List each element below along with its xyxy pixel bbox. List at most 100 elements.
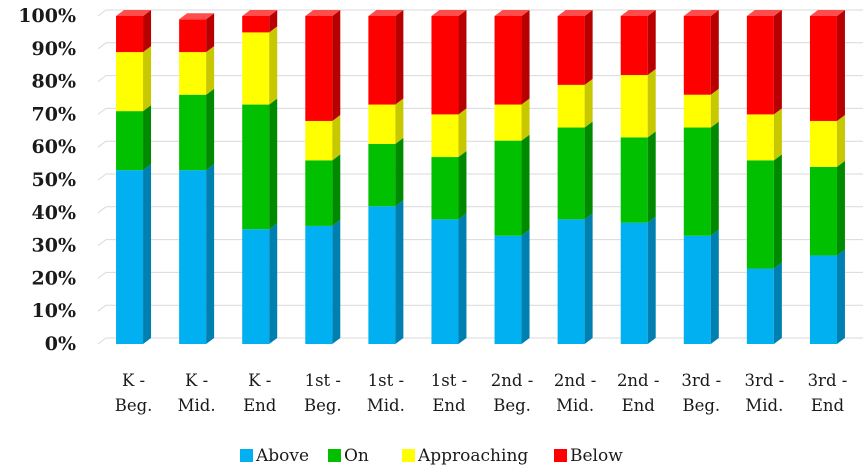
bar-side bbox=[647, 131, 656, 223]
x-tick-label-line: Mid. bbox=[178, 396, 216, 415]
bar-segment-on bbox=[242, 98, 278, 230]
bar-segment-below bbox=[431, 10, 467, 115]
bar-side bbox=[332, 114, 341, 161]
bar-segment-above bbox=[494, 229, 530, 344]
bar-segment-below bbox=[809, 10, 845, 121]
gridline-depth bbox=[97, 173, 107, 181]
gridline-depth bbox=[97, 9, 107, 17]
legend-swatch-approaching bbox=[402, 449, 415, 462]
bar-side bbox=[710, 10, 719, 95]
bar-front bbox=[494, 140, 522, 236]
bar-segment-on bbox=[809, 160, 845, 256]
bar-segment-above bbox=[809, 249, 845, 344]
bar-front bbox=[179, 170, 207, 344]
bar-stack bbox=[746, 10, 782, 344]
bar-front bbox=[746, 160, 774, 269]
y-tick-label: 70% bbox=[32, 103, 77, 125]
x-tick-label-line: K - bbox=[248, 371, 271, 390]
bar-front bbox=[305, 225, 333, 344]
bar-front bbox=[368, 16, 396, 105]
x-tick-label-line: 1st - bbox=[305, 371, 341, 390]
bar-top bbox=[242, 10, 278, 16]
bar-front bbox=[431, 157, 459, 220]
bar-segment-below bbox=[116, 10, 152, 53]
bar-front bbox=[494, 235, 522, 344]
bar-segment-above bbox=[431, 213, 467, 344]
bar-segment-on bbox=[305, 154, 341, 226]
bar-front bbox=[179, 19, 207, 53]
bar-front bbox=[746, 268, 774, 344]
bar-front bbox=[620, 75, 648, 138]
x-tick-label: 2nd - End bbox=[617, 371, 660, 415]
legend-swatch-below bbox=[554, 449, 567, 462]
bar-front bbox=[746, 16, 774, 115]
bar-front bbox=[305, 120, 333, 161]
bar-segment-approaching bbox=[242, 26, 278, 105]
legend: Above On Approaching Below bbox=[240, 446, 623, 466]
bar-top bbox=[305, 10, 341, 16]
x-tick-label: 1st - End bbox=[431, 371, 467, 415]
bar-front bbox=[809, 255, 837, 344]
gridline-depth bbox=[97, 140, 107, 148]
x-tick-label-line: End bbox=[622, 396, 656, 415]
bar-side bbox=[458, 213, 467, 344]
legend-swatch-on bbox=[328, 449, 341, 462]
gridline-depth bbox=[97, 304, 107, 312]
bar-top bbox=[116, 10, 152, 16]
bar-top bbox=[746, 10, 782, 16]
bar-side bbox=[269, 223, 278, 344]
bar-segment-approaching bbox=[116, 46, 152, 112]
bar-segment-on bbox=[683, 121, 719, 236]
x-tick-label: 3rd - Beg. bbox=[681, 371, 721, 415]
bar-side bbox=[836, 10, 845, 121]
bar-side bbox=[269, 26, 278, 105]
bar-segment-above bbox=[746, 262, 782, 344]
bar-segment-on bbox=[620, 131, 656, 223]
x-tick-label-line: K - bbox=[122, 371, 145, 390]
x-tick-label-line: Beg. bbox=[304, 396, 342, 415]
bar-side bbox=[521, 134, 530, 236]
bar-segment-on bbox=[746, 154, 782, 269]
legend-label: Above bbox=[255, 446, 309, 466]
bar-side bbox=[521, 229, 530, 344]
bar-top bbox=[809, 10, 845, 16]
gridline-depth bbox=[97, 108, 107, 115]
bar-front bbox=[746, 114, 774, 161]
bar-front bbox=[620, 137, 648, 223]
bar-segment-on bbox=[494, 134, 530, 236]
bar-side bbox=[836, 249, 845, 344]
bar-segment-below bbox=[557, 10, 593, 85]
bar-segment-below bbox=[746, 10, 782, 115]
bar-front bbox=[494, 104, 522, 141]
bar-side bbox=[647, 69, 656, 138]
bar-segment-below bbox=[620, 10, 656, 76]
bar-side bbox=[773, 262, 782, 344]
bar-stack bbox=[116, 10, 152, 344]
bar-segment-on bbox=[557, 121, 593, 220]
bar-top bbox=[683, 10, 719, 16]
bar-stack bbox=[305, 10, 341, 344]
gridline-depth bbox=[97, 271, 107, 279]
x-tick-label-line: Mid. bbox=[745, 396, 783, 415]
bar-side bbox=[584, 213, 593, 344]
bar-front bbox=[242, 104, 270, 230]
bar-front bbox=[116, 52, 144, 112]
legend-label: Approaching bbox=[417, 446, 528, 466]
bar-stack bbox=[494, 10, 530, 344]
bar-front bbox=[368, 143, 396, 207]
bar-side bbox=[332, 10, 341, 121]
x-tick-label-line: Beg. bbox=[682, 396, 720, 415]
bar-top bbox=[368, 10, 404, 16]
y-tick-label: 10% bbox=[32, 300, 77, 322]
bar-segment-approaching bbox=[746, 108, 782, 161]
bar-front bbox=[620, 16, 648, 76]
x-tick-label-line: K - bbox=[185, 371, 208, 390]
bar-stack bbox=[242, 10, 278, 344]
bar-front bbox=[494, 16, 522, 105]
bar-side bbox=[395, 200, 404, 344]
bar-side bbox=[206, 46, 215, 95]
bar-segment-approaching bbox=[179, 46, 215, 95]
bar-side bbox=[206, 164, 215, 344]
bar-stack bbox=[809, 10, 845, 344]
x-tick-label-line: End bbox=[432, 396, 466, 415]
